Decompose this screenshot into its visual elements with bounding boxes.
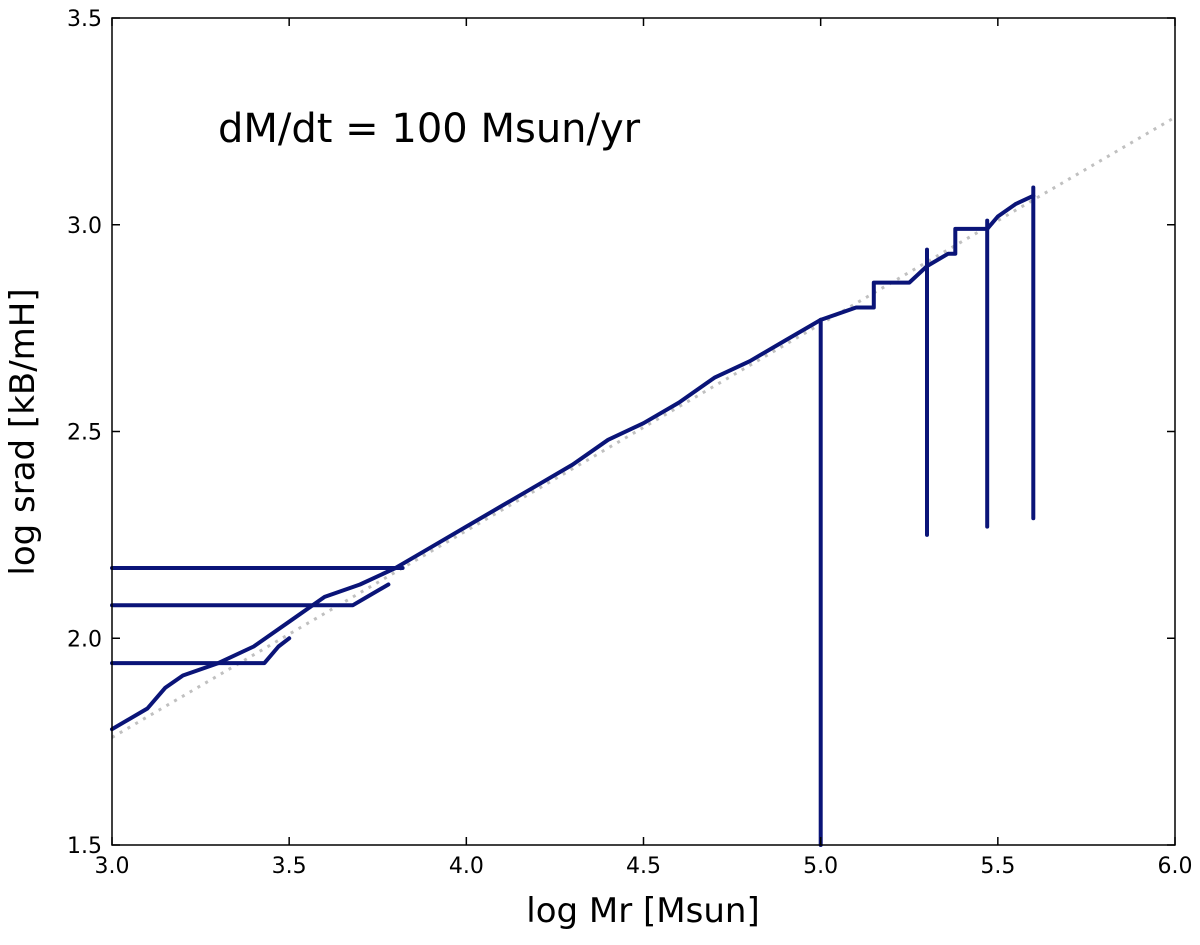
y-tick-label: 2.5 (67, 421, 102, 446)
x-tick-label: 6.0 (1158, 854, 1193, 879)
series-line-segment (110, 636, 292, 666)
y-tick-label: 3.5 (67, 7, 102, 32)
x-tick-label: 4.0 (449, 854, 484, 879)
series-line-segment (985, 193, 1036, 231)
y-axis-label: log srad [kB/mH] (3, 288, 43, 575)
x-tick-label: 4.5 (626, 854, 661, 879)
axis-ticks: 3.0 3.5 4.0 4.5 5.0 5.5 6.0 1.5 2.0 2.5 3.0 3.5 (67, 7, 1193, 879)
series-line-segment (925, 226, 990, 269)
series-line-segment (818, 264, 929, 322)
y-tick-label: 3.0 (67, 214, 102, 239)
x-tick-label: 3.0 (95, 854, 130, 879)
x-axis-label: log Mr [Msun] (526, 891, 759, 931)
x-tick-label: 5.0 (803, 854, 838, 879)
series-line-segment (110, 317, 823, 732)
x-tick-label: 3.5 (272, 854, 307, 879)
y-tick-label: 2.0 (67, 627, 102, 652)
x-tick-label: 5.5 (980, 854, 1015, 879)
plot-marks (110, 115, 1176, 847)
y-tick-label: 1.5 (67, 834, 102, 859)
series-line-segment (110, 582, 391, 608)
chart-annotation: dM/dt = 100 Msun/yr (218, 106, 641, 152)
